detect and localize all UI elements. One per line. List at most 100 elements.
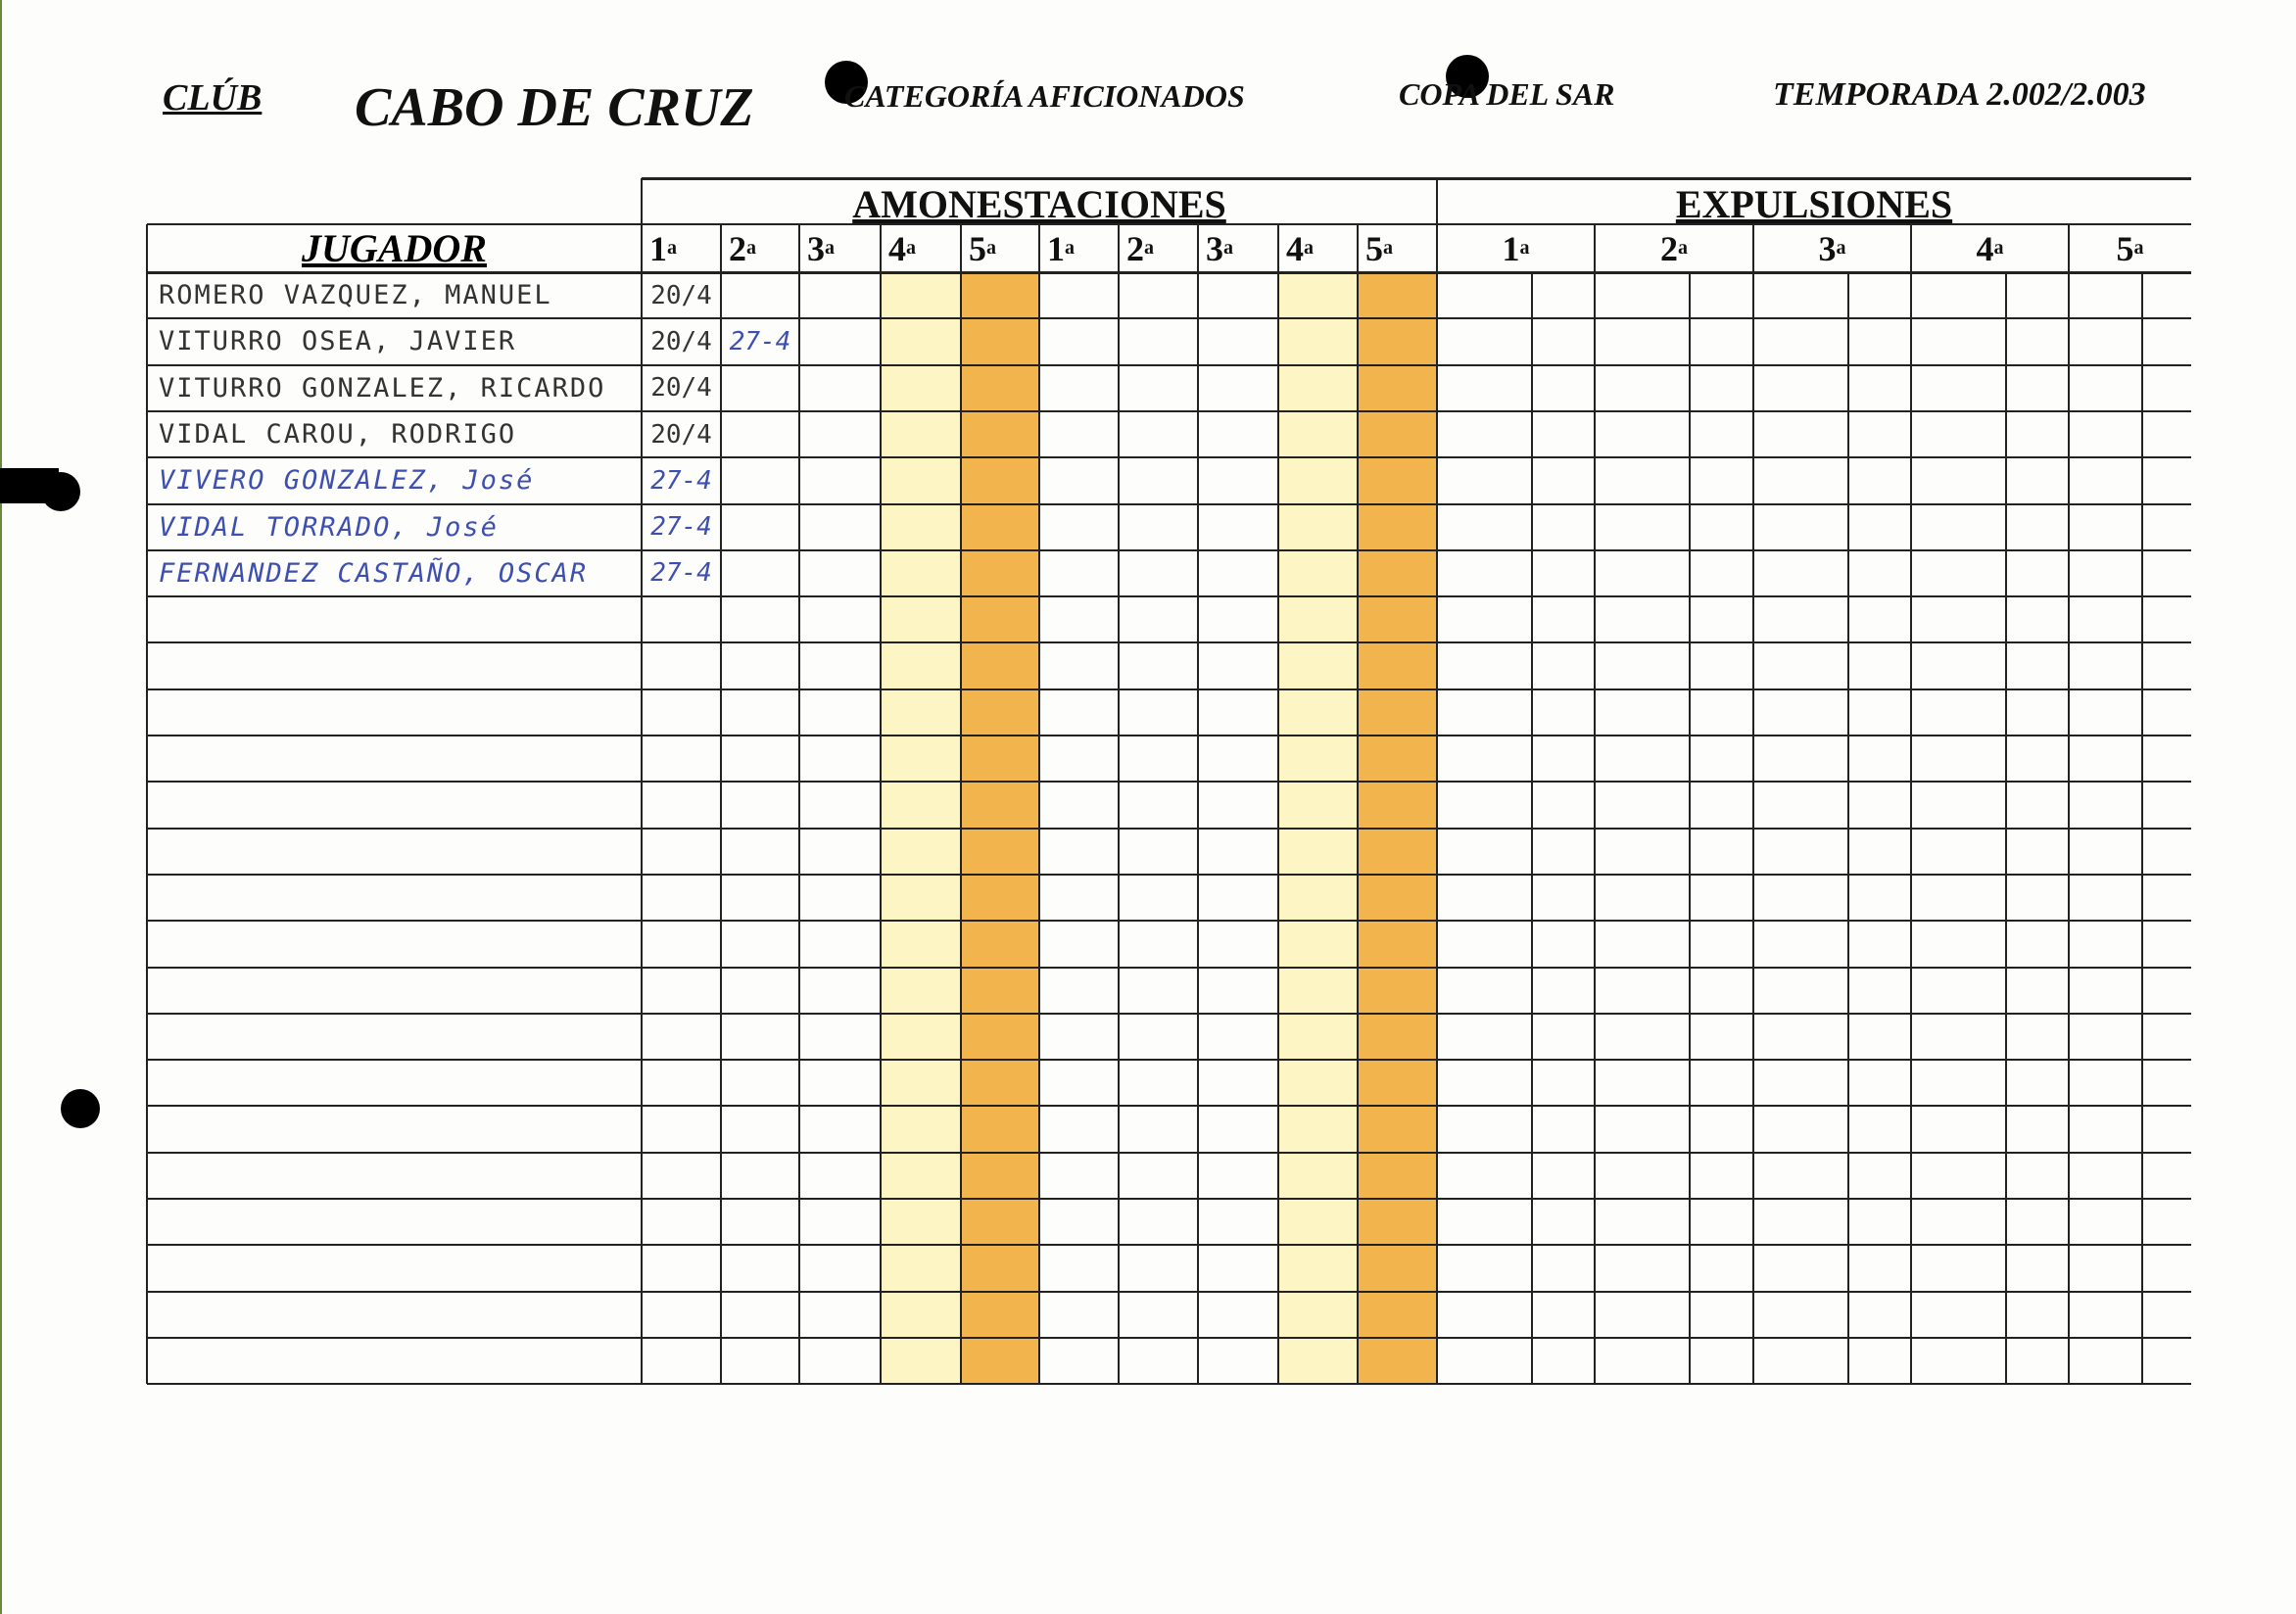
column-number: 4 <box>1286 228 1304 268</box>
column-number: 4 <box>888 228 906 268</box>
grid-line <box>146 224 148 1385</box>
grid-line <box>147 1151 2191 1154</box>
grid-line <box>1530 272 1533 1385</box>
column-number: 2 <box>729 228 746 268</box>
column-number: 5 <box>1365 228 1383 268</box>
punch-hole <box>1446 55 1489 98</box>
warning-date[interactable]: 20/4 <box>650 373 712 404</box>
grid-line <box>147 1059 2191 1062</box>
column-number: 1 <box>649 228 667 268</box>
column-number: 4 <box>1976 228 1994 268</box>
ordinal-suffix: a <box>2133 237 2144 259</box>
grid-line <box>147 502 2191 505</box>
player-name[interactable]: VIVERO GONZALEZ, José <box>159 465 535 497</box>
grid-line <box>720 224 722 1385</box>
player-name[interactable]: VITURRO OSEA, JAVIER <box>159 326 517 357</box>
ordinal-suffix: a <box>1144 237 1154 259</box>
column-number: 5 <box>2116 228 2134 268</box>
grid-line <box>147 1383 2191 1386</box>
grid-line <box>147 1012 2191 1015</box>
warning-date[interactable]: 27-4 <box>650 512 712 543</box>
ordinal-suffix: a <box>667 237 677 259</box>
grid-line <box>147 363 2191 366</box>
player-header: JUGADOR <box>302 226 487 270</box>
ordinal-suffix: a <box>1383 237 1393 259</box>
player-name[interactable]: VIDAL CAROU, RODRIGO <box>159 419 517 451</box>
grid-line <box>880 224 882 1385</box>
ordinal-suffix: a <box>746 237 756 259</box>
grid-line <box>1197 224 1199 1385</box>
ordinal-suffix: a <box>1519 237 1530 259</box>
grid-line <box>960 224 962 1385</box>
grid-line <box>147 688 2191 690</box>
player-name[interactable]: VITURRO GONZALEZ, RICARDO <box>159 372 606 404</box>
player-name[interactable]: FERNANDEZ CASTAÑO, OSCAR <box>159 557 589 589</box>
warning-date[interactable]: 27-4 <box>729 326 791 356</box>
ordinal-suffix: a <box>906 237 916 259</box>
grid-line <box>147 595 2191 598</box>
warning-date[interactable]: 20/4 <box>650 419 712 450</box>
ordinal-suffix: a <box>825 237 835 259</box>
ordinal-suffix: a <box>986 237 996 259</box>
grid-line <box>147 1198 2191 1200</box>
grid-line <box>147 827 2191 830</box>
grid-line <box>1752 224 1754 1385</box>
grid-line <box>147 735 2191 736</box>
grid-line <box>147 920 2191 923</box>
column-number: 1 <box>1047 228 1065 268</box>
grid-line <box>147 271 2191 274</box>
season: TEMPORADA 2.002/2.003 <box>1773 76 2146 113</box>
ordinal-suffix: a <box>1304 237 1314 259</box>
ordinal-suffix: a <box>1836 237 1846 259</box>
warning-date[interactable]: 20/4 <box>650 280 712 310</box>
grid-line <box>147 873 2191 876</box>
grid-line <box>147 966 2191 969</box>
club-label: CLÚB <box>163 77 263 119</box>
warning-date[interactable]: 27-4 <box>650 558 712 589</box>
grid-line <box>2004 272 2007 1385</box>
grid-line <box>147 1336 2191 1339</box>
category: CATEGORÍA AFICIONADOS <box>844 78 1245 114</box>
column-number: 5 <box>969 228 986 268</box>
grid-line <box>2141 272 2143 1385</box>
grid-line <box>147 548 2191 551</box>
grid-line <box>147 1290 2191 1293</box>
warning-date[interactable]: 20/4 <box>650 326 712 356</box>
grid-line <box>1594 224 1596 1385</box>
warning-date[interactable]: 27-4 <box>650 465 712 496</box>
grid-line <box>641 178 643 1385</box>
grid-line <box>147 1105 2191 1108</box>
grid-line <box>1436 178 1438 1385</box>
grid-line <box>1357 224 1359 1385</box>
grid-line <box>1038 224 1040 1385</box>
column-number: 2 <box>1660 228 1678 268</box>
column-number: 2 <box>1126 228 1144 268</box>
grid-line <box>1277 224 1279 1385</box>
warnings-header: AMONESTACIONES <box>852 182 1226 226</box>
column-number: 3 <box>1818 228 1837 268</box>
grid-line <box>1689 272 1692 1385</box>
grid-line <box>1910 224 1912 1385</box>
binding-mark <box>0 468 59 503</box>
player-name[interactable]: VIDAL TORRADO, José <box>159 511 499 543</box>
punch-hole <box>825 61 868 104</box>
punch-hole <box>61 1089 100 1128</box>
grid-line <box>147 1244 2191 1247</box>
grid-line <box>1846 272 1849 1385</box>
grid-line <box>147 781 2191 783</box>
player-name[interactable]: ROMERO VAZQUEZ, MANUEL <box>159 280 552 311</box>
competition: COPA DEL SAR <box>1399 76 1615 112</box>
column-number: 3 <box>807 228 825 268</box>
